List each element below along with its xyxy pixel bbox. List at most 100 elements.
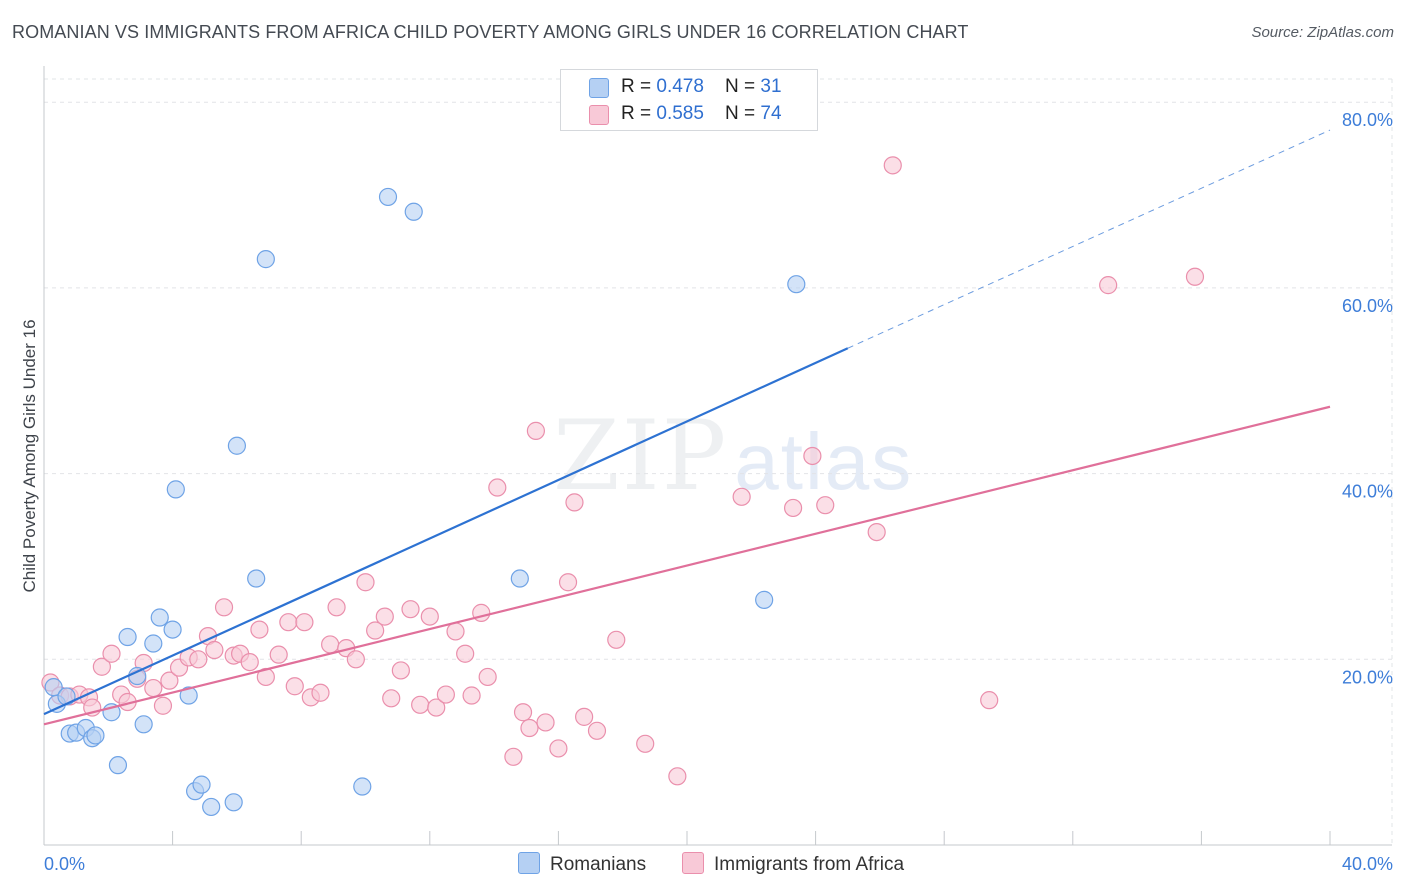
africa-point bbox=[327, 598, 346, 617]
romanians-point bbox=[224, 793, 243, 812]
bottom-legend-label-romanians: Romanians bbox=[550, 854, 647, 875]
romanians-point bbox=[227, 436, 246, 455]
africa-point bbox=[279, 613, 298, 632]
y-tick-label: 20.0% bbox=[1342, 667, 1393, 687]
watermark-sub: atlas bbox=[734, 417, 914, 506]
africa-point bbox=[462, 686, 481, 705]
africa-point bbox=[295, 613, 314, 632]
bottom-legend-swatch-romanians bbox=[518, 852, 540, 874]
africa-point bbox=[382, 689, 401, 708]
africa-point bbox=[668, 767, 687, 786]
legend-swatch-romanians bbox=[589, 78, 609, 98]
africa-point bbox=[102, 644, 121, 663]
legend-n-label: N = bbox=[725, 76, 761, 97]
legend-r-value: 0.478 bbox=[656, 76, 704, 97]
africa-point bbox=[321, 635, 340, 654]
africa-trend-line bbox=[43, 405, 1331, 726]
africa-point bbox=[488, 478, 507, 497]
africa-point bbox=[285, 677, 304, 696]
romanians-point bbox=[166, 480, 185, 499]
legend-n-value: 74 bbox=[760, 103, 782, 124]
trend-lines bbox=[43, 129, 1331, 726]
y-tick-label: 80.0% bbox=[1342, 110, 1393, 130]
africa-point bbox=[366, 621, 385, 640]
romanians-point bbox=[404, 202, 423, 221]
africa-point bbox=[420, 607, 439, 626]
africa-point bbox=[732, 487, 751, 506]
africa-point bbox=[446, 622, 465, 641]
africa-point bbox=[558, 573, 578, 592]
romanians-point bbox=[118, 627, 137, 647]
romanians-point bbox=[108, 756, 128, 775]
africa-point bbox=[565, 493, 584, 512]
africa-point bbox=[587, 721, 607, 740]
romanians-trend-extension bbox=[847, 129, 1331, 349]
africa-point bbox=[269, 645, 288, 664]
africa-point bbox=[520, 718, 539, 738]
africa-point bbox=[536, 713, 555, 732]
bottom-legend-africa: Immigrants from Africa bbox=[682, 852, 904, 876]
watermark: ZIPatlas bbox=[553, 400, 913, 512]
legend-r-value: 0.585 bbox=[656, 103, 704, 124]
africa-point bbox=[513, 703, 533, 722]
romanians-point bbox=[192, 775, 211, 794]
africa-point bbox=[375, 607, 394, 626]
africa-point bbox=[189, 650, 208, 669]
romanians-point bbox=[134, 715, 153, 734]
africa-point bbox=[427, 698, 446, 717]
africa-point bbox=[980, 691, 999, 710]
africa-point bbox=[526, 421, 545, 440]
romanians-point bbox=[510, 569, 529, 588]
africa-point bbox=[346, 650, 365, 669]
romanians-point bbox=[86, 726, 105, 745]
africa-point bbox=[250, 620, 269, 639]
africa-point bbox=[153, 696, 173, 715]
africa-point bbox=[401, 600, 420, 619]
romanians-point bbox=[150, 608, 169, 627]
legend-r-label: R = bbox=[621, 76, 657, 97]
africa-point bbox=[478, 667, 497, 687]
stats-legend: R = 0.478 N = 31 R = 0.585 N = 74 bbox=[560, 69, 818, 131]
axes bbox=[43, 66, 1392, 846]
africa-point bbox=[456, 644, 475, 663]
romanians-point bbox=[353, 777, 372, 796]
africa-point bbox=[803, 446, 822, 466]
africa-point bbox=[575, 707, 594, 726]
africa-point bbox=[504, 747, 523, 766]
y-tick-label: 60.0% bbox=[1342, 296, 1393, 316]
romanians-point bbox=[163, 620, 182, 639]
africa-point bbox=[240, 652, 259, 672]
legend-n-label: N = bbox=[725, 103, 761, 124]
y-tick-label: 40.0% bbox=[1342, 482, 1393, 502]
africa-point bbox=[549, 739, 568, 758]
africa-point bbox=[867, 523, 886, 542]
bottom-legend-label-africa: Immigrants from Africa bbox=[714, 854, 905, 875]
africa-point bbox=[636, 734, 655, 753]
romanians-trend-line bbox=[43, 347, 849, 716]
africa-point bbox=[816, 496, 835, 515]
africa-point bbox=[160, 671, 179, 690]
bottom-legend-swatch-africa bbox=[682, 852, 704, 874]
data-points bbox=[41, 156, 1205, 817]
legend-swatch-africa bbox=[589, 105, 609, 125]
romanians-point bbox=[378, 187, 398, 207]
africa-point bbox=[311, 683, 330, 702]
africa-point bbox=[214, 598, 234, 617]
chart-title: ROMANIAN VS IMMIGRANTS FROM AFRICA CHILD… bbox=[12, 22, 969, 42]
romanians-point bbox=[247, 569, 266, 588]
x-tick-label: 0.0% bbox=[44, 854, 85, 874]
tick-labels: 20.0% 40.0% 60.0% 80.0% 0.0% 40.0% bbox=[44, 110, 1393, 874]
romanians-point bbox=[144, 634, 163, 653]
africa-point bbox=[411, 695, 430, 714]
romanians-point bbox=[256, 250, 275, 269]
source-credit: Source: ZipAtlas.com bbox=[1251, 24, 1394, 41]
africa-point bbox=[436, 685, 455, 704]
watermark-main: ZIP bbox=[553, 400, 729, 512]
africa-point bbox=[1185, 267, 1205, 286]
africa-point bbox=[205, 640, 224, 660]
africa-point bbox=[883, 156, 902, 175]
bottom-legend-romanians: Romanians bbox=[518, 852, 646, 876]
romanians-point bbox=[755, 590, 774, 609]
africa-point bbox=[356, 573, 375, 592]
romanians-point bbox=[179, 686, 198, 705]
